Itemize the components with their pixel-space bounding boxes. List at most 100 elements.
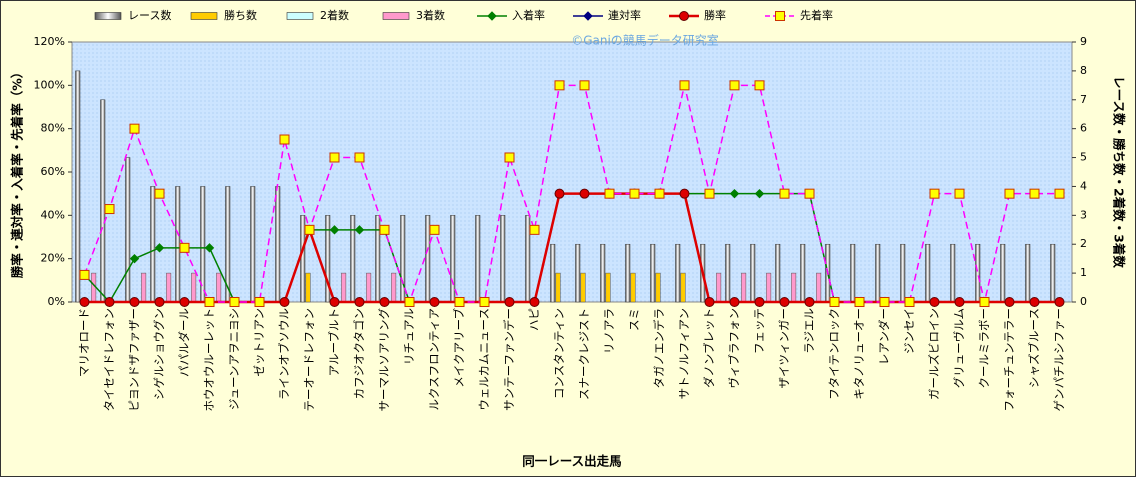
- x-tick-label: サトノルフィアン: [677, 308, 691, 399]
- line-marker: [754, 297, 765, 307]
- line-marker: [954, 297, 965, 307]
- line-marker: [1054, 297, 1065, 307]
- x-tick-label: ザイツィンガー: [777, 308, 791, 389]
- line-marker: [104, 204, 115, 215]
- line-marker: [154, 297, 165, 307]
- x-tick-label: ダノンブレット: [702, 308, 716, 388]
- x-tick-label: リノアラ: [602, 308, 616, 354]
- line-marker: [554, 80, 565, 91]
- x-tick-label: ラジエル: [802, 308, 816, 354]
- y-tick-label: 80%: [41, 122, 65, 135]
- legend-swatch: [382, 12, 410, 20]
- line-marker: [679, 80, 690, 91]
- line-marker: [729, 80, 740, 91]
- line-marker: [454, 297, 465, 307]
- line-marker: [704, 188, 715, 199]
- line-marker: [204, 297, 215, 307]
- line: [83, 84, 1060, 305]
- y-tick-label: 0%: [48, 295, 65, 308]
- watermark: ©Ganiの競馬データ研究室: [571, 33, 719, 48]
- bar: [300, 215, 306, 303]
- bar: [175, 186, 181, 303]
- legend-label: レース数: [128, 9, 171, 22]
- bar: [125, 157, 131, 303]
- bar: [391, 272, 397, 303]
- x-tick-label: ラインオブソウル: [277, 308, 291, 400]
- line-marker: [504, 152, 515, 163]
- x-tick-label: ゲンパチルシファー: [1052, 308, 1066, 412]
- bar: [680, 272, 686, 303]
- bar: [250, 186, 256, 303]
- line-marker: [279, 134, 290, 145]
- line-marker: [1029, 188, 1040, 199]
- bar: [1025, 243, 1031, 303]
- bar: [450, 215, 456, 303]
- line-marker: [129, 297, 140, 307]
- legend-swatch: [94, 12, 122, 20]
- line-marker: [329, 152, 340, 163]
- y2-axis-title: レース数・勝ち数・2着数・3着数: [1112, 76, 1127, 268]
- line-marker: [404, 297, 415, 307]
- legend-marker: [583, 11, 593, 21]
- bar: [500, 215, 506, 303]
- legend-label: 連対率: [608, 8, 641, 22]
- line-marker: [329, 225, 340, 235]
- x-tick-label: スミ: [627, 308, 641, 331]
- line-marker: [954, 188, 965, 199]
- bar: [166, 272, 172, 303]
- line-marker: [829, 297, 840, 307]
- line-marker: [854, 297, 865, 307]
- y2-tick-label: 8: [1080, 64, 1087, 77]
- x-tick-label: マリオロード: [77, 308, 91, 377]
- x-tick-label: アルーブルト: [327, 308, 341, 376]
- legend-marker: [487, 11, 497, 21]
- line-marker: [729, 188, 740, 199]
- y-tick-label: 100%: [34, 78, 65, 91]
- bar: [525, 215, 531, 303]
- x-tick-label: リチュアル: [402, 308, 416, 365]
- bar: [275, 186, 281, 303]
- x-tick-label: シゲルショウグン: [152, 308, 166, 400]
- x-tick-label: レアンダー: [877, 308, 891, 365]
- x-tick-label: サンテーファンデー: [502, 308, 516, 411]
- line-marker: [79, 297, 90, 307]
- y-tick-label: 20%: [41, 252, 65, 265]
- line-marker: [729, 297, 740, 307]
- x-tick-label: クールミラボー: [977, 308, 991, 389]
- bar: [425, 215, 431, 303]
- line-marker: [754, 80, 765, 91]
- bar: [341, 272, 347, 303]
- x-tick-label: テーオードレフォン: [302, 308, 316, 412]
- x-tick-label: ウェルカムニュース: [477, 308, 491, 411]
- line-marker: [229, 297, 240, 307]
- line-marker: [579, 188, 590, 199]
- bar: [1000, 243, 1006, 303]
- bar: [750, 243, 756, 303]
- x-tick-label: ジューンアヲニヨシ: [227, 308, 241, 410]
- x-tick-label: ヴィブラフォン: [727, 308, 741, 389]
- x-tick-label: スナークレジスト: [577, 308, 591, 400]
- line-marker: [129, 123, 140, 134]
- bar: [366, 272, 372, 303]
- line-marker: [354, 152, 365, 163]
- line-marker: [79, 269, 90, 280]
- line-marker: [179, 297, 190, 307]
- x-tick-label: メイクアリーブ: [452, 308, 466, 388]
- line-marker: [204, 243, 215, 253]
- line-marker: [129, 253, 140, 264]
- line-marker: [279, 297, 290, 307]
- bar: [925, 243, 931, 303]
- line-marker: [354, 297, 365, 307]
- x-tick-label: パパルダール: [177, 308, 191, 377]
- bar: [625, 243, 631, 303]
- bar: [191, 272, 197, 303]
- bar: [305, 272, 311, 303]
- plot-layer: 0% 20% 40% 60% 80% 100% 120% 0 1 2 3 4 5 6 7 8 9 マリオロード タイ…: [34, 8, 1087, 412]
- bar: [791, 272, 797, 303]
- bar: [900, 243, 906, 303]
- bar: [325, 215, 331, 303]
- y2-tick-label: 0: [1080, 295, 1087, 308]
- line-marker: [1054, 188, 1065, 199]
- bar: [600, 243, 606, 303]
